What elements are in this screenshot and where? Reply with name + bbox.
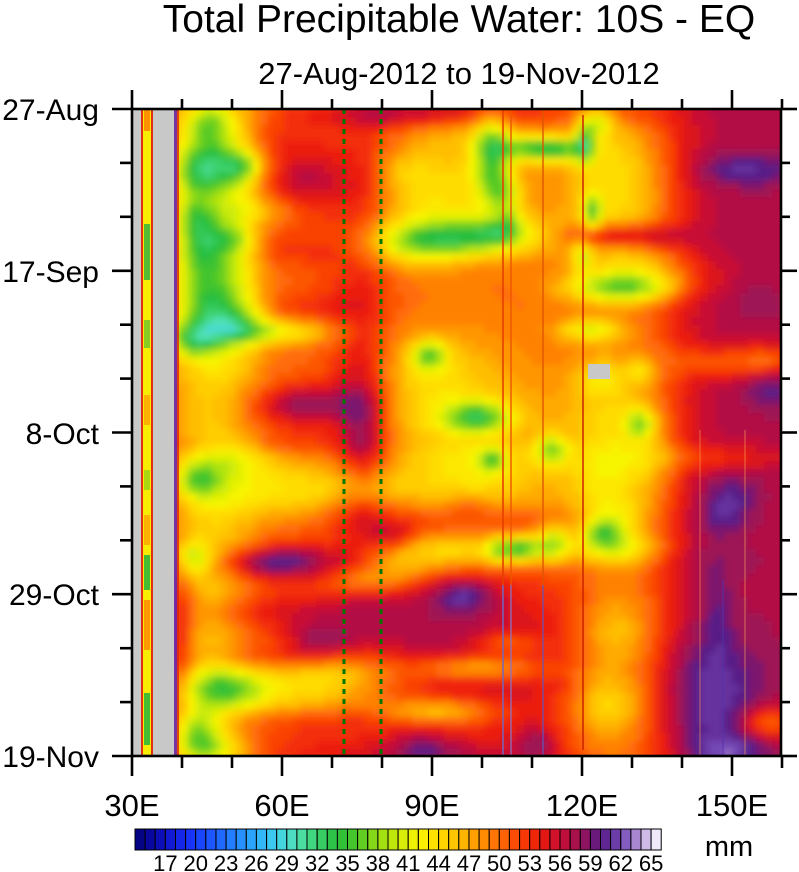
svg-text:38: 38 bbox=[366, 851, 390, 872]
svg-text:26: 26 bbox=[244, 851, 268, 872]
svg-text:32: 32 bbox=[305, 851, 329, 872]
svg-text:62: 62 bbox=[609, 851, 633, 872]
svg-text:50: 50 bbox=[487, 851, 511, 872]
svg-text:20: 20 bbox=[183, 851, 207, 872]
svg-text:120E: 120E bbox=[546, 788, 618, 823]
svg-text:29: 29 bbox=[275, 851, 299, 872]
svg-text:41: 41 bbox=[396, 851, 420, 872]
svg-text:17-Sep: 17-Sep bbox=[2, 256, 99, 289]
svg-text:29-Oct: 29-Oct bbox=[9, 579, 100, 612]
svg-text:60E: 60E bbox=[254, 788, 309, 823]
svg-text:27-Aug-2012 to 19-Nov-2012: 27-Aug-2012 to 19-Nov-2012 bbox=[258, 56, 660, 91]
svg-text:56: 56 bbox=[548, 851, 572, 872]
svg-text:17: 17 bbox=[153, 851, 177, 872]
svg-text:23: 23 bbox=[214, 851, 238, 872]
svg-text:8-Oct: 8-Oct bbox=[26, 418, 100, 451]
svg-text:47: 47 bbox=[457, 851, 481, 872]
svg-text:35: 35 bbox=[335, 851, 359, 872]
svg-text:Total Precipitable Water: 10S: Total Precipitable Water: 10S - EQ bbox=[163, 0, 755, 41]
svg-text:mm: mm bbox=[705, 831, 753, 863]
svg-text:90E: 90E bbox=[404, 788, 459, 823]
svg-text:19-Nov: 19-Nov bbox=[2, 741, 99, 774]
svg-text:59: 59 bbox=[578, 851, 602, 872]
svg-text:65: 65 bbox=[639, 851, 663, 872]
svg-text:44: 44 bbox=[426, 851, 450, 872]
svg-text:53: 53 bbox=[517, 851, 541, 872]
svg-text:27-Aug: 27-Aug bbox=[2, 94, 99, 127]
svg-text:30E: 30E bbox=[104, 788, 159, 823]
svg-text:150E: 150E bbox=[696, 788, 768, 823]
